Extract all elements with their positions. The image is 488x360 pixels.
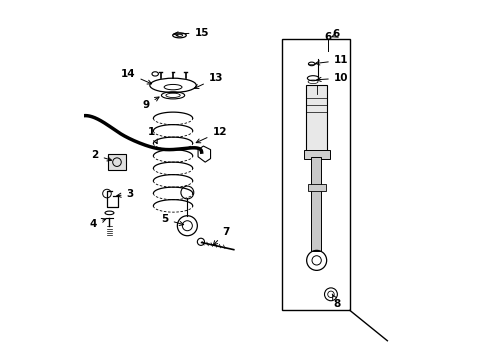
- Text: 6: 6: [331, 28, 339, 39]
- FancyBboxPatch shape: [305, 85, 326, 152]
- FancyBboxPatch shape: [303, 150, 329, 158]
- Text: 14: 14: [121, 68, 151, 84]
- Text: 5: 5: [161, 214, 183, 225]
- Text: 1: 1: [148, 127, 157, 144]
- Text: 11: 11: [315, 55, 347, 65]
- FancyBboxPatch shape: [311, 157, 321, 251]
- Text: 6: 6: [324, 32, 331, 42]
- Text: 10: 10: [316, 73, 347, 83]
- Text: 7: 7: [213, 227, 229, 245]
- Text: 2: 2: [91, 150, 111, 161]
- Text: 4: 4: [90, 219, 105, 229]
- Text: 15: 15: [174, 28, 208, 38]
- Text: 13: 13: [194, 73, 223, 89]
- Text: 8: 8: [331, 294, 340, 309]
- Text: 9: 9: [142, 97, 159, 110]
- FancyBboxPatch shape: [307, 184, 325, 191]
- Text: 3: 3: [117, 189, 134, 199]
- Text: 12: 12: [196, 127, 226, 143]
- FancyBboxPatch shape: [108, 154, 125, 170]
